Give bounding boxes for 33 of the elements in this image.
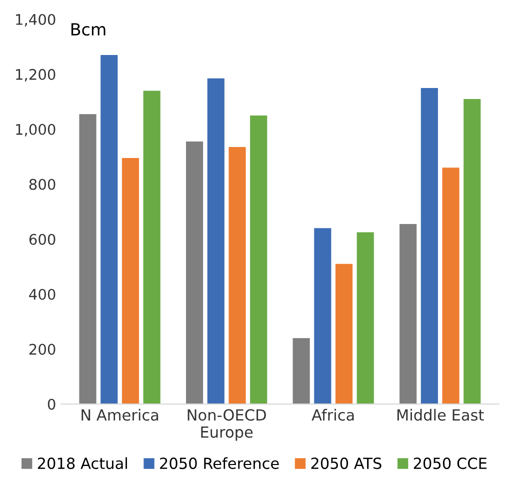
bar: [356, 232, 374, 404]
y-tick-label: 1,200: [16, 68, 56, 82]
bar: [292, 338, 310, 404]
bar: [228, 147, 246, 404]
bar: [122, 158, 140, 404]
y-tick-label: 800: [29, 178, 56, 190]
y-axis-title: Bcm: [71, 23, 106, 36]
y-tick-label: 600: [29, 234, 56, 245]
x-tick-label: Africa: [312, 408, 354, 421]
y-tick-label: 1,000: [16, 124, 56, 136]
bar: [335, 264, 353, 404]
bar: [186, 142, 204, 404]
x-tick-label: Middle East: [397, 408, 484, 421]
y-tick-label: 1,400: [16, 14, 56, 26]
legend-label: 2018 Actual: [38, 457, 127, 470]
y-tick-label: 0: [48, 398, 56, 410]
bar: [207, 78, 224, 404]
x-tick-label: Non-OECD Europe: [188, 409, 266, 441]
bar: [314, 228, 332, 404]
legend-label: 2050 CCE: [414, 458, 487, 470]
x-tick-label: N America: [82, 408, 158, 421]
bar: [400, 224, 417, 404]
bar: [79, 114, 96, 404]
bar: [420, 88, 438, 404]
bar: [464, 98, 481, 404]
bar: [250, 115, 268, 404]
y-tick-label: 400: [29, 288, 56, 300]
legend-label: 2050 ATS: [311, 458, 382, 470]
bar: [100, 54, 118, 404]
bar: [143, 90, 160, 404]
y-tick-label: 200: [29, 344, 56, 355]
bar: [442, 168, 460, 404]
legend-label: 2050 Reference: [160, 457, 279, 470]
